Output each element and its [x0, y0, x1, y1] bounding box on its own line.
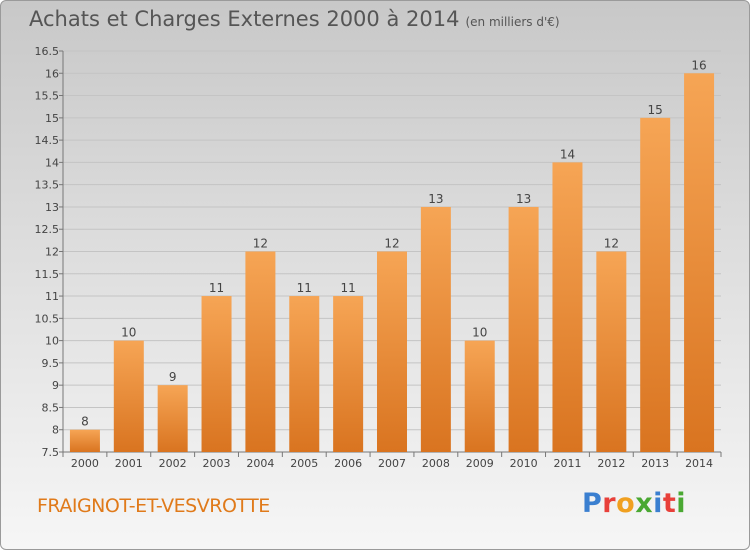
y-tick-label: 15	[45, 112, 59, 125]
bar-value-label: 12	[253, 237, 268, 251]
bar-value-label: 12	[604, 237, 619, 251]
x-tick-label: 2013	[641, 457, 669, 470]
commune-name: FRAIGNOT-ET-VESVROTTE	[37, 495, 270, 517]
y-tick-label: 11	[45, 290, 59, 303]
y-tick-label: 10.5	[35, 312, 60, 325]
bar-value-label: 9	[169, 370, 177, 384]
y-tick-label: 12.5	[35, 223, 60, 236]
y-tick-label: 15.5	[35, 90, 60, 103]
bar-value-label: 11	[297, 281, 312, 295]
y-tick-label: 13.5	[35, 179, 60, 192]
y-tick-label: 12	[45, 246, 59, 259]
bar-2006	[333, 296, 364, 452]
x-tick-label: 2001	[115, 457, 143, 470]
y-tick-label: 16	[45, 67, 59, 80]
bar-2010	[508, 206, 539, 452]
logo-letter: r	[602, 488, 617, 519]
y-tick-label: 9.5	[42, 357, 60, 370]
logo-letter: x	[635, 488, 654, 519]
chart-subtitle: (en milliers d'€)	[465, 15, 560, 29]
bar-value-label: 13	[428, 192, 443, 206]
bar-2004	[245, 251, 276, 452]
y-tick-label: 8.5	[42, 401, 60, 414]
logo-letter: o	[616, 488, 636, 519]
x-tick-label: 2000	[71, 457, 99, 470]
y-tick-label: 11.5	[35, 268, 60, 281]
bars	[69, 73, 715, 453]
bar-2011	[552, 162, 583, 452]
bar-value-label: 15	[648, 103, 663, 117]
x-tick-label: 2012	[597, 457, 625, 470]
bar-2003	[201, 296, 232, 452]
bar-value-label: 10	[472, 326, 487, 340]
bar-value-label: 14	[560, 147, 575, 161]
bar-2007	[377, 251, 407, 452]
bar-2009	[464, 340, 495, 452]
y-tick-label: 14	[45, 156, 59, 169]
x-tick-label: 2002	[159, 457, 187, 470]
x-tick-label: 2007	[378, 457, 406, 470]
x-tick-label: 2011	[553, 457, 581, 470]
bar-value-label: 12	[384, 237, 399, 251]
bar-value-label: 8	[81, 415, 89, 429]
bar-2001	[113, 340, 144, 452]
bar-value-label: 11	[340, 281, 355, 295]
bar-value-label: 11	[209, 281, 224, 295]
logo-letter: i	[676, 488, 687, 519]
bar-2000	[69, 429, 100, 452]
chart-title-text: Achats et Charges Externes 2000 à 2014	[29, 7, 460, 31]
bar-2013	[640, 117, 671, 452]
logo-letter: i	[653, 488, 663, 519]
bar-value-label: 10	[121, 326, 136, 340]
y-tick-label: 9	[52, 379, 59, 392]
y-tick-label: 8	[52, 424, 59, 437]
x-tick-label: 2005	[290, 457, 318, 470]
x-tick-label: 2006	[334, 457, 362, 470]
chart-title: Achats et Charges Externes 2000 à 2014 (e…	[29, 7, 560, 31]
x-tick-label: 2004	[246, 457, 274, 470]
bar-2008	[420, 206, 451, 452]
bar-2002	[157, 385, 188, 452]
bar-2005	[289, 296, 320, 452]
bar-value-label: 13	[516, 192, 531, 206]
proxiti-logo[interactable]: Proxiti	[582, 488, 686, 519]
labels: 7.5 8 8.5 9 9.5 10 10.5 11 11.5 12 12.5 13 13.5 14 14.…	[35, 45, 714, 470]
y-tick-label: 10	[45, 335, 59, 348]
x-tick-label: 2010	[510, 457, 538, 470]
x-tick-label: 2008	[422, 457, 450, 470]
y-tick-label: 16.5	[35, 45, 60, 58]
bar-2014	[684, 73, 715, 453]
logo-letter: t	[662, 488, 677, 519]
x-tick-label: 2014	[685, 457, 713, 470]
x-tick-label: 2003	[203, 457, 231, 470]
logo-letter: P	[582, 488, 603, 519]
y-tick-label: 7.5	[42, 446, 60, 459]
x-tick-label: 2009	[466, 457, 494, 470]
bar-2012	[596, 251, 627, 452]
y-tick-label: 13	[45, 201, 59, 214]
bar-value-label: 16	[691, 58, 706, 72]
y-tick-label: 14.5	[35, 134, 60, 147]
